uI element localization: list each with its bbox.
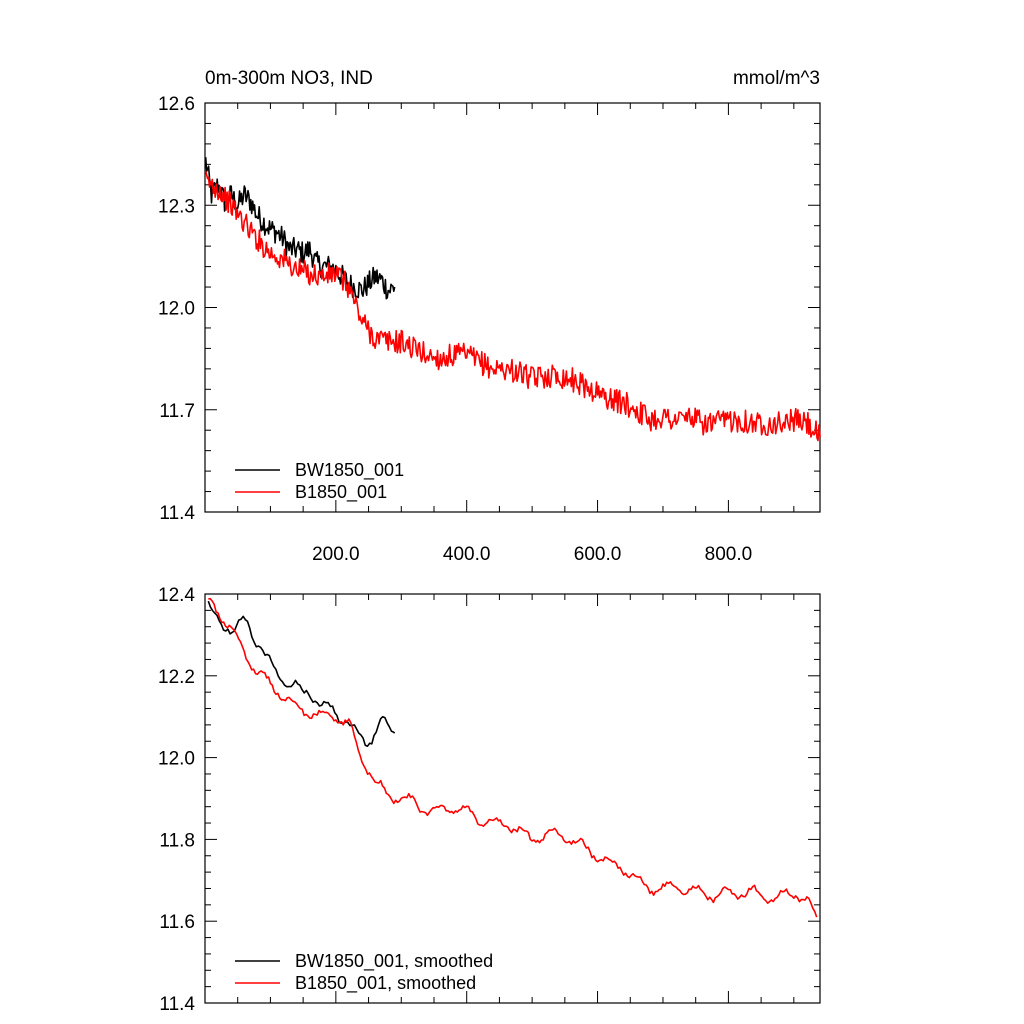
top-panel: 11.4 11.7 12.0 12.3 12.6 200.0 400.0 600.0 800.0… (158, 68, 821, 565)
y-tick-label: 12.0 (158, 299, 195, 320)
x-tick-label: 200.0 (312, 544, 360, 565)
x-tick-label: 800.0 (705, 544, 753, 565)
x-tick-label: 400.0 (443, 544, 491, 565)
legend-label-1: B1850_001 (295, 482, 387, 503)
y-tick-label: 11.7 (159, 401, 195, 422)
chart-title: 0m-300m NO3, IND (205, 68, 373, 89)
y-tick-label: 12.0 (158, 749, 195, 770)
series-line-0 (207, 600, 396, 748)
y-tick-label: 11.8 (159, 830, 195, 851)
y-tick-label: 11.6 (159, 912, 195, 933)
y-tick-label: 12.6 (158, 94, 195, 115)
series-line-0 (204, 157, 396, 300)
y-tick-label: 11.4 (159, 503, 195, 524)
plot-frame (204, 102, 821, 513)
series-line-1 (204, 171, 821, 442)
series-line-1 (208, 597, 818, 918)
y-tick-label: 11.4 (159, 994, 195, 1015)
legend-label-0: BW1850_001 (295, 460, 404, 481)
y-tick-label: 12.2 (158, 667, 195, 688)
bottom-panel: 11.4 11.6 11.8 12.0 12.2 12.4 BW1850_001, smoo… (158, 585, 821, 1015)
x-tick-label: 600.0 (574, 544, 622, 565)
chart-units: mmol/m^3 (733, 68, 820, 89)
y-tick-label: 12.4 (158, 585, 195, 606)
legend-label-1: B1850_001, smoothed (295, 973, 476, 994)
legend-label-0: BW1850_001, smoothed (295, 951, 493, 972)
plot-frame (204, 593, 821, 1004)
y-tick-label: 12.3 (158, 196, 195, 217)
